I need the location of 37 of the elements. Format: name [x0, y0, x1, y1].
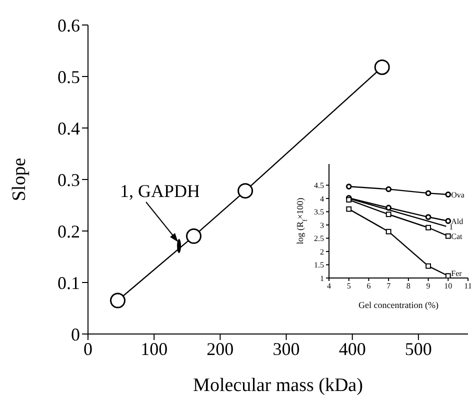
series-label: Cat — [451, 232, 464, 242]
x-tick-label: 300 — [272, 338, 300, 359]
y-tick-label: 0.4 — [58, 118, 80, 138]
y-tick-label: 3 — [320, 220, 324, 230]
x-tick-label: 8 — [406, 282, 410, 291]
y-tick-label: 1 — [320, 274, 324, 283]
y-tick-label: 0.6 — [58, 15, 80, 36]
series-label: 1 — [449, 222, 454, 232]
y-tick-label: 0.5 — [58, 66, 80, 87]
y-tick-label: 4.5 — [314, 181, 324, 190]
series-label: Fer — [451, 269, 462, 278]
x-tick-label: 500 — [404, 338, 432, 359]
series-label: Ova — [451, 190, 465, 200]
x-tick-label: 11 — [464, 282, 471, 291]
y-tick-label: 1.5 — [314, 260, 324, 270]
y-tick-label: 3.5 — [314, 208, 324, 217]
x-tick-label: 10 — [444, 282, 452, 291]
x-tick-label: 400 — [338, 338, 366, 359]
series-label: Ald — [451, 217, 464, 226]
x-tick-label: 7 — [386, 282, 391, 291]
y-tick-label: 2.5 — [314, 234, 324, 244]
x-tick-label: 100 — [140, 338, 168, 359]
y-tick-label: 0.3 — [58, 170, 80, 190]
y-axis-title: Slope — [9, 158, 30, 202]
y-tick-label: 0.2 — [58, 221, 80, 242]
x-tick-label: 200 — [206, 338, 234, 359]
x-tick-label: 0 — [84, 338, 92, 359]
y-tick-label: 4 — [320, 194, 324, 204]
y-tick-label: 0 — [71, 324, 80, 344]
x-tick-label: 6 — [366, 282, 371, 291]
x-tick-label: 4 — [327, 282, 331, 291]
y-tick-label: 2 — [320, 247, 324, 256]
x-tick-label: 5 — [346, 282, 351, 291]
y-tick-label: 0.1 — [58, 272, 80, 293]
x-tick-label: 9 — [426, 282, 430, 291]
x-axis-title: Gel concentration (%) — [358, 300, 438, 310]
x-axis-title: Molecular mass (kDa) — [193, 375, 363, 396]
